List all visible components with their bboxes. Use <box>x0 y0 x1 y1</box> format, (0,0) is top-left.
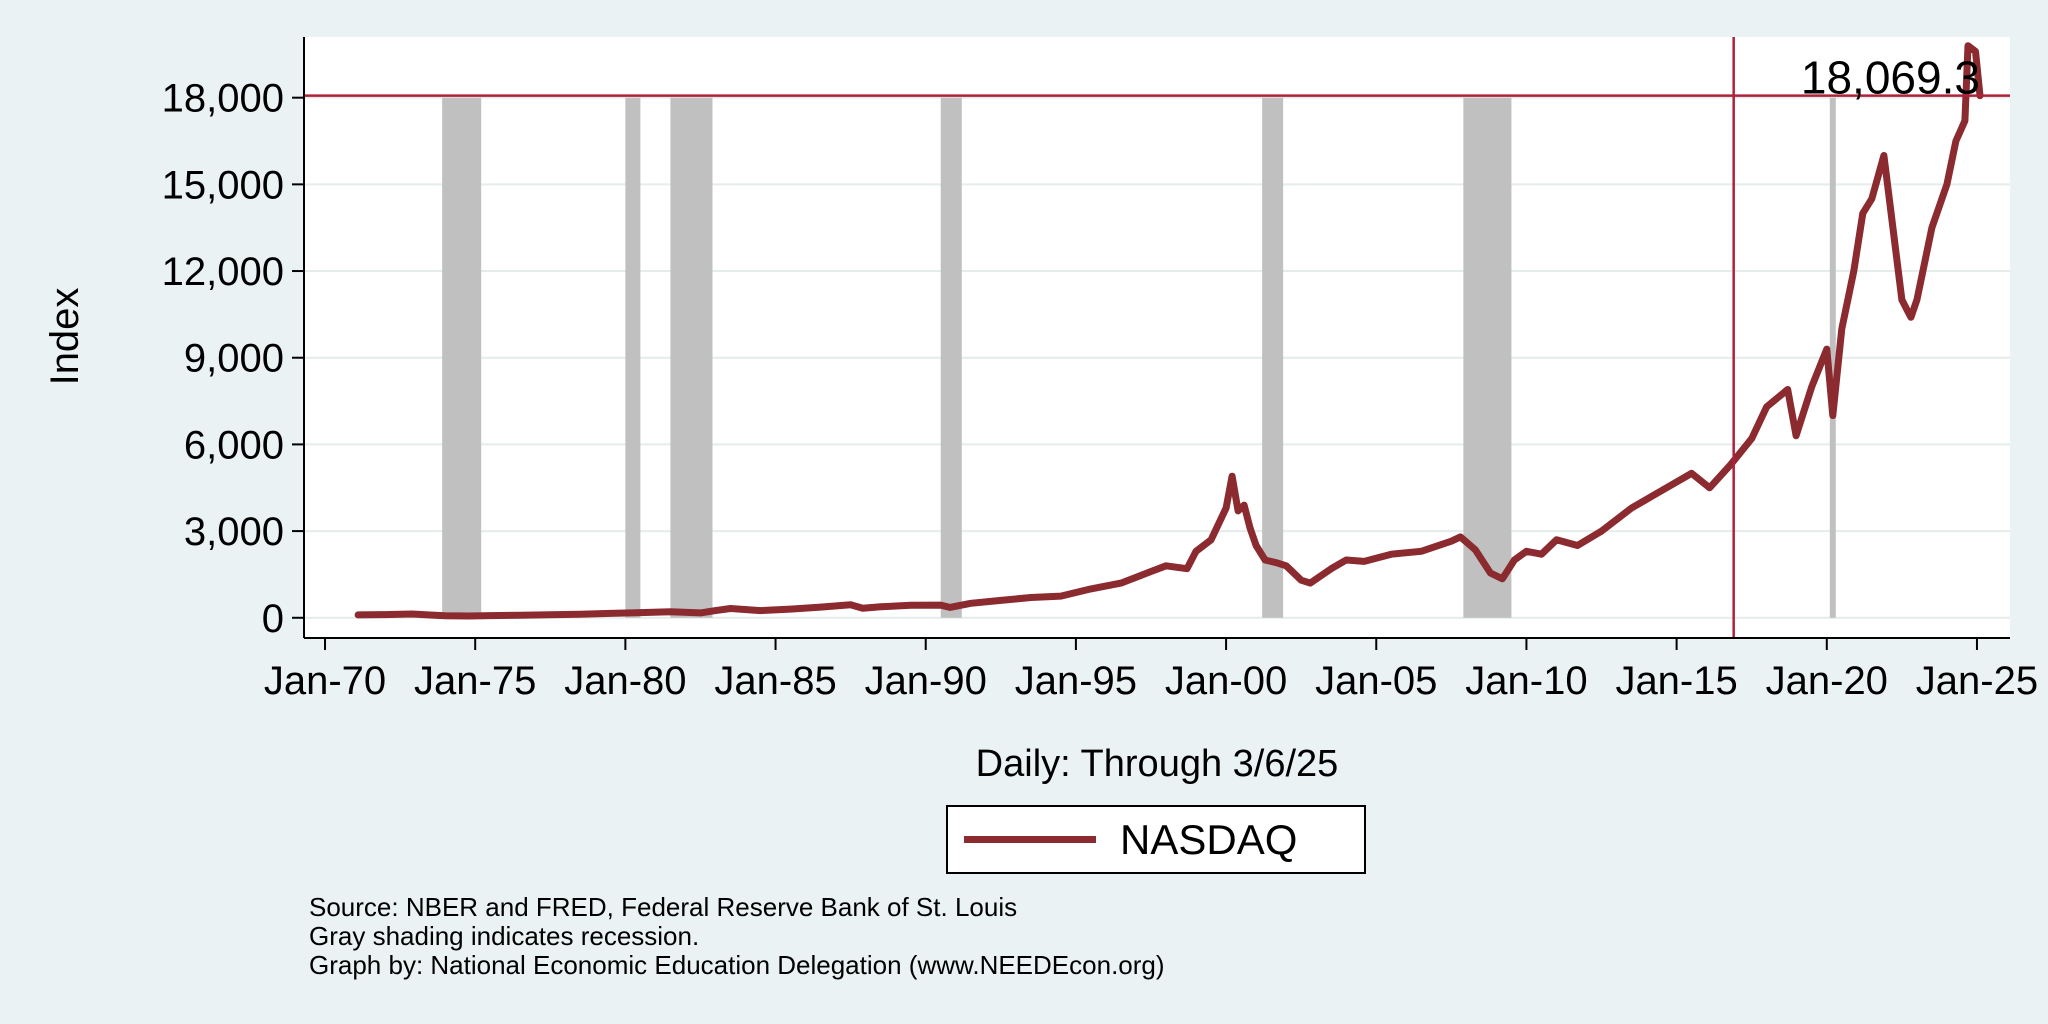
x-tick-label: Jan-70 <box>264 659 386 703</box>
last-value-annotation: 18,069.3 <box>1801 52 1980 104</box>
recession-bar <box>442 97 482 618</box>
y-tick-label: 9,000 <box>184 337 284 381</box>
y-tick-label: 12,000 <box>162 250 284 294</box>
reference-lines <box>304 37 2010 638</box>
y-tick-label: 18,000 <box>162 77 284 121</box>
credit-note: Graph by: National Economic Education De… <box>309 950 1165 980</box>
x-tick-label: Jan-15 <box>1615 659 1737 703</box>
series-line-nasdaq <box>354 42 1984 620</box>
recession-shading <box>442 97 1836 618</box>
x-tick-label: Jan-05 <box>1315 659 1437 703</box>
recession-bar <box>1463 97 1512 618</box>
x-tick-label: Jan-90 <box>865 659 987 703</box>
plot-area <box>304 37 2010 638</box>
y-tick-label: 3,000 <box>184 510 284 554</box>
legend-label-nasdaq: NASDAQ <box>1120 815 1298 863</box>
x-tick-label: Jan-85 <box>714 659 836 703</box>
footnotes: Source: NBER and FRED, Federal Reserve B… <box>309 893 1165 980</box>
tick-labels: 0 3,000 6,000 9,000 12,000 15,000 18,000 Jan-70… <box>162 77 2038 703</box>
source-note: Source: NBER and FRED, Federal Reserve B… <box>309 892 1018 922</box>
recession-bar <box>1829 97 1836 618</box>
legend-swatch-nasdaq <box>964 836 1096 843</box>
x-tick-label: Jan-95 <box>1015 659 1137 703</box>
x-axis-title: Daily: Through 3/6/25 <box>976 743 1339 785</box>
x-tick-label: Jan-20 <box>1766 659 1888 703</box>
series-layer <box>354 42 1984 620</box>
x-tick-label: Jan-80 <box>564 659 686 703</box>
shading-note: Gray shading indicates recession. <box>309 921 700 951</box>
y-tick-label: 0 <box>262 597 284 641</box>
x-tick-label: Jan-10 <box>1465 659 1587 703</box>
y-tick-label: 6,000 <box>184 423 284 467</box>
x-tick-label: Jan-75 <box>414 659 536 703</box>
x-tick-label: Jan-00 <box>1165 659 1287 703</box>
y-axis-title: Index <box>43 288 87 386</box>
x-tick-label: Jan-25 <box>1916 659 2038 703</box>
legend: NASDAQ <box>946 805 1366 874</box>
axes <box>303 37 2010 639</box>
recession-bar <box>1262 97 1284 618</box>
y-tick-label: 15,000 <box>162 163 284 207</box>
recession-bar <box>670 97 713 618</box>
recession-bar <box>625 97 641 618</box>
recession-bar <box>940 97 962 618</box>
gridlines <box>304 96 2010 619</box>
